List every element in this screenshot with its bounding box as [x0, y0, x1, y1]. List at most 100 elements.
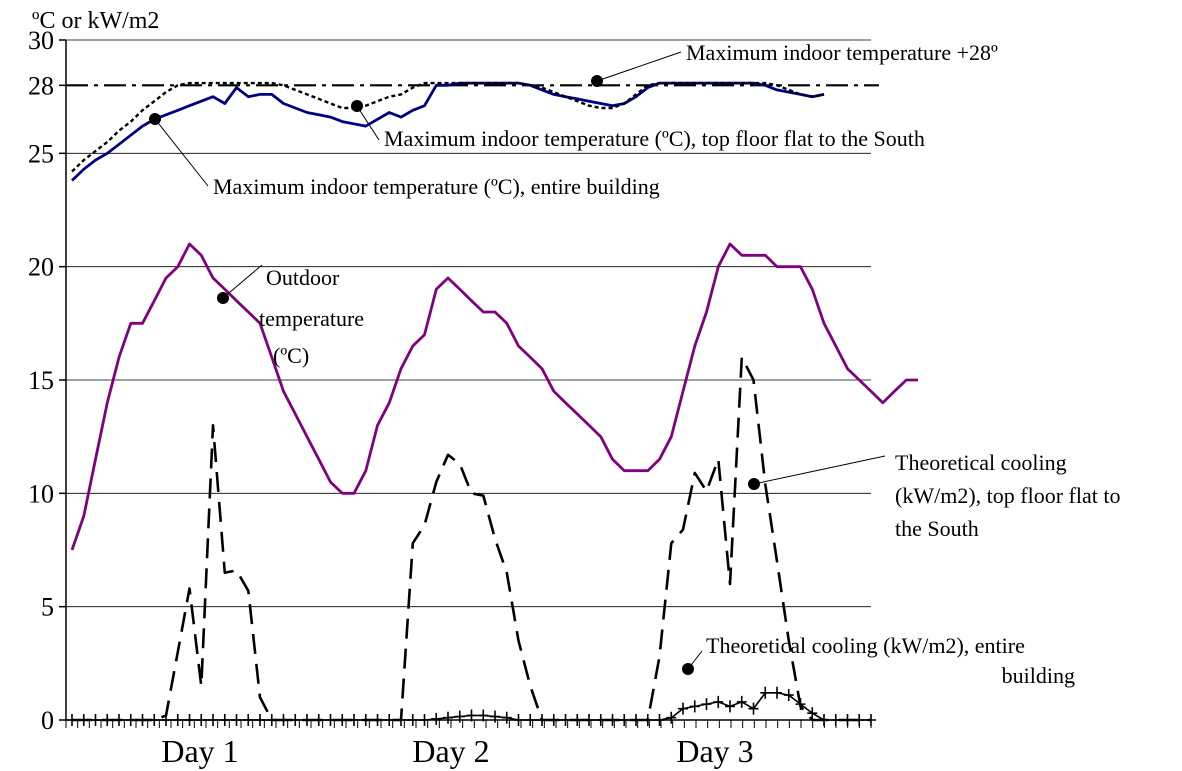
data-point-cooling_building: [689, 700, 700, 713]
annotation-cool_top_3: the South: [895, 516, 979, 541]
data-point-cooling_building: [302, 714, 312, 726]
annotation-outdoor_2: temperature: [259, 306, 364, 331]
data-point-cooling_building: [725, 700, 735, 713]
annotation-cool_top_2: (kW/m2), top floor flat to: [895, 483, 1120, 508]
annotation-leader-topfloor: [356, 105, 380, 141]
gridlines: [66, 39, 879, 608]
data-point-cooling_building: [466, 709, 477, 722]
data-point-cooling_building: [431, 712, 442, 725]
data-point-cooling_building: [678, 702, 688, 715]
data-point-cooling_building: [114, 714, 124, 726]
data-point-cooling_building: [313, 714, 324, 726]
data-point-cooling_building: [360, 714, 371, 726]
data-point-cooling_building: [90, 714, 101, 726]
data-point-cooling_building: [842, 714, 853, 726]
data-point-cooling_building: [125, 714, 136, 726]
data-point-cooling_building: [795, 698, 806, 711]
data-point-cooling_building: [384, 714, 395, 726]
data-point-cooling_building: [760, 686, 771, 699]
data-point-cooling_building: [102, 714, 113, 726]
annotation-topfloor_temp: Maximum indoor temperature (ºC), top flo…: [384, 126, 925, 151]
data-point-cooling_building: [443, 711, 453, 724]
data-point-cooling_building: [584, 714, 594, 726]
data-point-cooling_building: [478, 709, 489, 722]
series-line-indoor_topfloor: [71, 81, 825, 173]
data-point-cooling_building: [713, 695, 724, 708]
data-point-cooling_building: [830, 714, 841, 726]
data-point-cooling_building: [631, 714, 641, 726]
data-point-cooling_building: [866, 714, 876, 726]
data-point-cooling_building: [513, 714, 524, 726]
data-point-cooling_building: [290, 714, 301, 726]
data-point-cooling_building: [748, 702, 759, 715]
annotation-leader-max28: [596, 51, 682, 82]
data-point-cooling_building: [231, 714, 242, 726]
data-point-cooling_building: [67, 714, 77, 726]
annotations: Maximum indoor temperature +28º Maximum i…: [149, 40, 1120, 688]
data-point-cooling_building: [701, 698, 712, 711]
data-point-cooling_building: [490, 710, 500, 723]
data-point-cooling_building: [396, 714, 406, 726]
data-point-cooling_building: [537, 714, 547, 726]
data-point-cooling_building: [654, 714, 665, 726]
y-tick-label-15: 15: [28, 366, 54, 395]
annotation-leader-outdoor: [222, 264, 263, 299]
x-category-3: Day 3: [676, 733, 753, 769]
data-point-cooling_building: [560, 714, 571, 726]
annotation-cool_bld_1: Theoretical cooling (kW/m2), entire: [706, 633, 1025, 658]
data-point-cooling_building: [208, 714, 218, 726]
series-line-cooling_topfloor: [72, 356, 871, 722]
annotation-max28: Maximum indoor temperature +28º: [686, 40, 998, 65]
series-group: [67, 81, 918, 726]
annotation-leader-cool-building: [687, 650, 703, 670]
data-point-cooling_building: [572, 714, 583, 726]
annotation-cool_top_1: Theoretical cooling: [895, 450, 1067, 475]
data-point-cooling_building: [807, 707, 818, 720]
annotation-leader-cool-top: [753, 455, 886, 485]
data-point-cooling_building: [172, 714, 183, 726]
y-tick-label-5: 5: [41, 593, 54, 622]
annotation-leader-building: [154, 118, 209, 187]
annotation-outdoor_1: Outdoor: [266, 265, 340, 290]
axis-ticks: 0 5 10 15 20 25 28 30 Day 1 Day 2 Day 3: [28, 26, 872, 769]
data-point-cooling_building: [642, 714, 653, 726]
x-category-1: Day 1: [161, 733, 238, 769]
data-point-cooling_building: [372, 714, 383, 726]
y-axis-label: ºC or kW/m2: [32, 8, 159, 34]
data-point-cooling_building: [595, 714, 606, 726]
y-tick-label-28: 28: [28, 71, 54, 100]
y-tick-label-20: 20: [28, 253, 54, 282]
data-point-cooling_building: [161, 714, 171, 726]
y-tick-label-25: 25: [28, 139, 54, 168]
data-point-cooling_building: [419, 714, 430, 726]
data-point-cooling_building: [349, 714, 359, 726]
data-point-cooling_building: [854, 714, 865, 726]
data-point-cooling_building: [266, 714, 277, 726]
annotation-outdoor_3: (ºC): [273, 343, 309, 368]
data-point-cooling_building: [243, 714, 254, 726]
series-line-indoor_building: [71, 81, 825, 182]
data-point-cooling_building: [196, 714, 207, 726]
data-point-cooling_building: [454, 710, 465, 723]
data-point-cooling_building: [149, 714, 160, 726]
data-point-cooling_building: [548, 714, 559, 726]
data-point-cooling_building: [783, 689, 794, 702]
data-point-cooling_building: [525, 714, 536, 726]
data-point-cooling_building: [337, 714, 348, 726]
data-point-cooling_building: [219, 714, 230, 726]
data-point-cooling_building: [607, 714, 618, 726]
data-point-cooling_building: [736, 695, 747, 708]
data-point-cooling_building: [619, 714, 630, 726]
y-tick-label-0: 0: [41, 706, 54, 735]
annotation-cool_bld_2: building: [1002, 663, 1075, 688]
data-point-cooling_building: [137, 714, 148, 726]
annotation-building_temp: Maximum indoor temperature (ºC), entire …: [213, 174, 660, 199]
data-point-cooling_building: [772, 686, 782, 699]
data-point-cooling_building: [819, 714, 829, 726]
data-point-cooling_building: [666, 711, 677, 724]
y-tick-label-30: 30: [28, 26, 54, 55]
data-point-cooling_building: [325, 714, 336, 726]
data-point-cooling_building: [184, 714, 195, 726]
series-line-outdoor: [70, 242, 918, 551]
